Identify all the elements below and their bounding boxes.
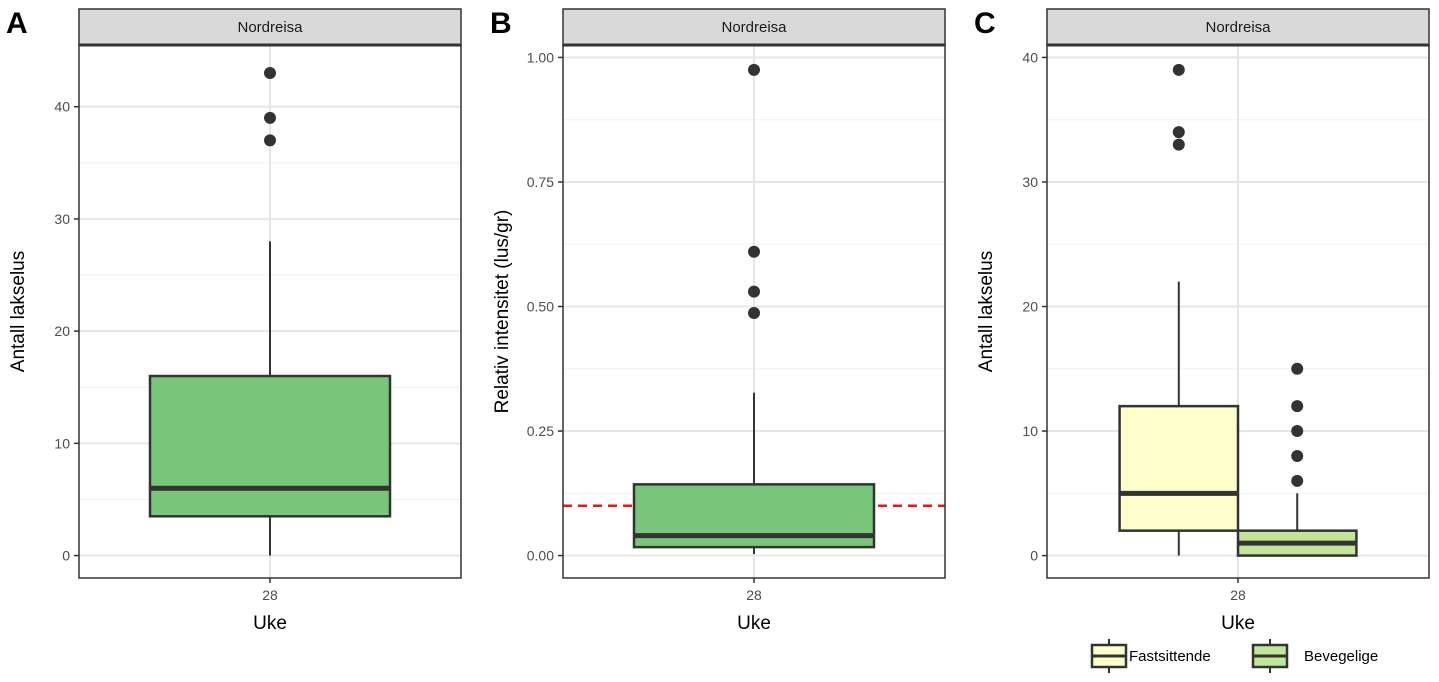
y-tick-label: 40 xyxy=(54,99,70,115)
x-axis-title: Uke xyxy=(737,613,771,634)
legend-label: Fastsittende xyxy=(1129,648,1211,665)
outlier-point xyxy=(1172,63,1185,76)
outlier-point xyxy=(1291,400,1304,413)
y-axis-title: Antall lakselus xyxy=(976,251,997,372)
outlier-point xyxy=(1172,138,1185,151)
outlier-point xyxy=(1291,474,1304,487)
panel-tag: A xyxy=(6,7,28,40)
x-axis-title: Uke xyxy=(1221,613,1255,634)
legend-item-fastsittende: Fastsittende xyxy=(1090,639,1211,673)
outlier-point xyxy=(264,67,276,80)
box-iqr xyxy=(1118,404,1240,532)
legend: Fastsittende Bevegelige xyxy=(1090,639,1378,673)
legend-label: Bevegelige xyxy=(1304,648,1378,665)
outlier-point xyxy=(1291,425,1304,438)
y-tick-label: 10 xyxy=(1022,423,1038,439)
facet-strip xyxy=(562,8,946,46)
y-tick-label: 0.25 xyxy=(527,423,554,439)
x-tick-label: 28 xyxy=(262,587,278,603)
x-tick-label: 28 xyxy=(1230,587,1246,603)
panel-a: Nordreisa 0 10 20 30 40 28 Uke Antall lakselus A xyxy=(6,7,462,634)
y-tick-label: 0.00 xyxy=(527,548,554,564)
box-fastsittende xyxy=(1118,63,1240,556)
outlier-point xyxy=(748,63,760,76)
outlier-point xyxy=(1172,126,1185,139)
box-antall-lakselus xyxy=(148,67,392,556)
y-tick-label: 0.50 xyxy=(527,299,554,315)
panel-tag: C xyxy=(974,7,996,40)
y-tick-label: 0.75 xyxy=(527,174,554,190)
outlier-point xyxy=(264,111,276,124)
y-tick-label: 10 xyxy=(54,435,70,451)
outlier-point xyxy=(748,245,760,258)
x-axis-title: Uke xyxy=(253,613,287,634)
outlier-point xyxy=(748,306,760,319)
panel-b: Nordreisa 0.00 0.25 0.50 0.75 1.00 28 Uke Relati… xyxy=(490,7,946,634)
outlier-point xyxy=(264,134,276,147)
outlier-point xyxy=(1291,362,1304,375)
y-tick-label: 20 xyxy=(1022,299,1038,315)
y-tick-label: 30 xyxy=(1022,174,1038,190)
box-relativ-intensitet xyxy=(632,63,876,555)
box-iqr xyxy=(148,374,392,518)
y-tick-label: 30 xyxy=(54,211,70,227)
outlier-point xyxy=(1291,449,1304,462)
y-tick-label: 1.00 xyxy=(527,49,554,65)
outlier-point xyxy=(748,285,760,298)
panel-c: Nordreisa 0 10 20 30 40 28 Uke Antall lakselus C F… xyxy=(974,7,1430,673)
legend-item-bevegelige: Bevegelige xyxy=(1251,639,1378,673)
y-tick-label: 40 xyxy=(1022,49,1038,65)
facet-strip xyxy=(1046,8,1430,46)
y-axis-title: Relativ intensitet (lus/gr) xyxy=(492,210,513,414)
facet-label: Nordreisa xyxy=(721,19,787,36)
y-tick-label: 20 xyxy=(54,323,70,339)
facet-strip xyxy=(78,8,462,46)
y-tick-label: 0 xyxy=(62,548,70,564)
y-axis-title: Antall lakselus xyxy=(8,251,29,372)
x-tick-label: 28 xyxy=(746,587,762,603)
facet-label: Nordreisa xyxy=(1205,19,1271,36)
panel-tag: B xyxy=(490,7,512,40)
box-bevegelige xyxy=(1236,362,1358,557)
facet-label: Nordreisa xyxy=(237,19,303,36)
y-tick-label: 0 xyxy=(1030,548,1038,564)
